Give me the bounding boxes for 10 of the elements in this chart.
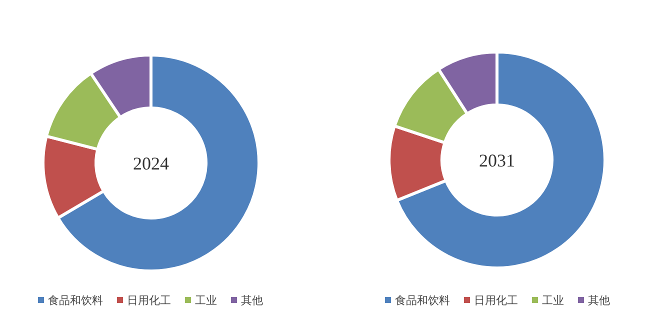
legend-label: 日用化工 <box>127 294 171 307</box>
legend-label: 日用化工 <box>474 294 518 307</box>
legend-label: 工业 <box>195 294 217 307</box>
legend-label: 其他 <box>241 294 263 307</box>
legend-label: 工业 <box>542 294 564 307</box>
legend-label: 食品和饮料 <box>395 294 450 307</box>
legend-label: 其他 <box>588 294 610 307</box>
text: 2024 <box>133 153 169 174</box>
legend-label: 食品和饮料 <box>48 294 103 307</box>
text: 2031 <box>479 150 515 170</box>
